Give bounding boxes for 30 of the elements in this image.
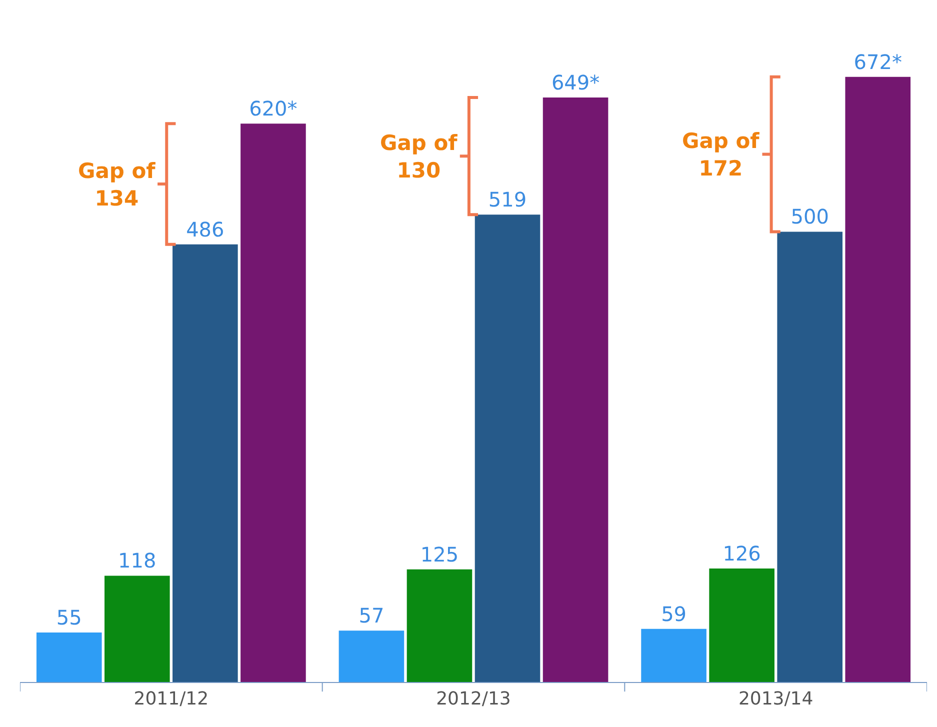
bar (777, 232, 842, 682)
data-label: 672* (854, 50, 902, 74)
data-label: 126 (722, 542, 761, 566)
data-label: 59 (661, 602, 687, 626)
bar (36, 632, 102, 682)
bar (172, 244, 238, 682)
bar (240, 124, 306, 682)
data-label: 620* (249, 96, 298, 121)
bar (104, 576, 170, 682)
bar (845, 76, 911, 682)
data-label: 519 (488, 188, 527, 212)
bar (641, 628, 706, 682)
x-tick-label: 2011/12 (134, 688, 209, 710)
bar (474, 214, 540, 682)
data-label: 649* (551, 70, 600, 95)
data-label: 57 (358, 604, 384, 628)
data-label: 500 (790, 204, 829, 229)
data-label: 55 (56, 605, 82, 630)
data-label: 125 (420, 542, 459, 566)
annotation: Gap of 172 (682, 129, 760, 180)
data-label: 118 (118, 548, 156, 573)
bar (406, 569, 472, 682)
x-tick-label: 2012/13 (436, 688, 511, 710)
bar (542, 98, 608, 682)
data-label: 486 (186, 217, 224, 242)
bar (338, 630, 404, 682)
bar (709, 568, 774, 682)
annotation: Gap of 134 (78, 159, 156, 210)
annotation: Gap of 130 (380, 131, 458, 182)
x-tick-label: 2013/14 (738, 688, 814, 710)
